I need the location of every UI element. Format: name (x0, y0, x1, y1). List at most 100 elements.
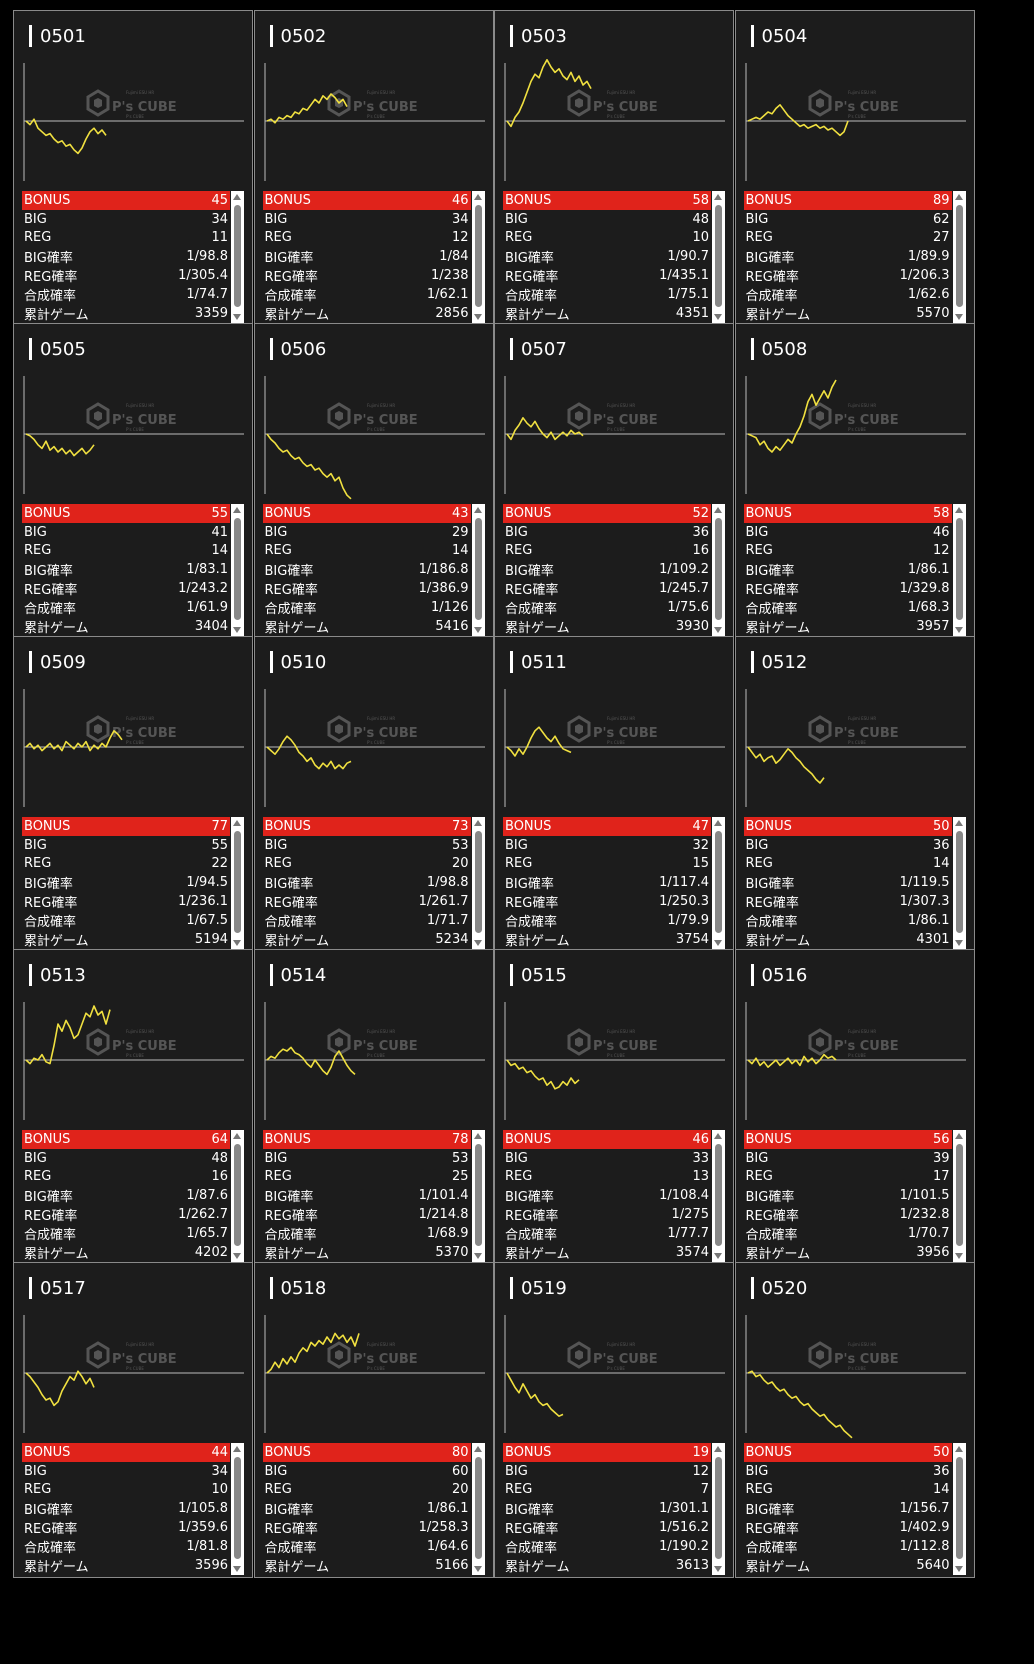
stats-scrollbar[interactable] (471, 504, 485, 636)
scroll-up-icon[interactable] (233, 820, 241, 826)
scroll-down-icon[interactable] (233, 1253, 241, 1259)
scroll-up-icon[interactable] (233, 507, 241, 513)
stats-scrollbar[interactable] (952, 1443, 966, 1575)
scroll-thumb[interactable] (234, 518, 241, 620)
machine-card[interactable]: 0503 P's CUBE Fujimi ESU HR P's CUBE BONUS 58… (494, 10, 734, 326)
scroll-thumb[interactable] (234, 1144, 241, 1246)
scroll-down-icon[interactable] (473, 940, 482, 946)
scroll-up-icon[interactable] (233, 1133, 241, 1139)
scroll-down-icon[interactable] (233, 314, 241, 320)
scroll-thumb[interactable] (234, 1457, 241, 1559)
scroll-up-icon[interactable] (714, 507, 722, 513)
scroll-up-icon[interactable] (954, 507, 963, 513)
scroll-up-icon[interactable] (473, 507, 482, 513)
machine-card[interactable]: 0505 P's CUBE Fujimi ESU HR P's CUBE BONUS 55… (13, 323, 253, 639)
scroll-up-icon[interactable] (714, 820, 722, 826)
scroll-thumb[interactable] (474, 831, 482, 933)
scroll-down-icon[interactable] (954, 1566, 963, 1572)
scroll-thumb[interactable] (474, 518, 482, 620)
scroll-thumb[interactable] (715, 831, 722, 933)
scroll-up-icon[interactable] (954, 194, 963, 200)
stats-scrollbar[interactable] (231, 1443, 244, 1575)
stats-scrollbar[interactable] (471, 1130, 485, 1262)
scroll-thumb[interactable] (715, 518, 722, 620)
stats-scrollbar[interactable] (952, 191, 966, 323)
scroll-thumb[interactable] (955, 831, 963, 933)
machine-card[interactable]: 0514 P's CUBE Fujimi ESU HR P's CUBE BONUS 78… (253, 949, 494, 1265)
stats-scrollbar[interactable] (231, 817, 244, 949)
machine-card[interactable]: 0515 P's CUBE Fujimi ESU HR P's CUBE BONUS 46… (494, 949, 734, 1265)
machine-card[interactable]: 0518 P's CUBE Fujimi ESU HR P's CUBE BONUS 80… (253, 1262, 494, 1578)
machine-card[interactable]: 0510 P's CUBE Fujimi ESU HR P's CUBE BONUS 73… (253, 636, 494, 952)
scroll-up-icon[interactable] (954, 820, 963, 826)
machine-card[interactable]: 0508 P's CUBE Fujimi ESU HR P's CUBE BONUS 58… (734, 323, 975, 639)
scroll-down-icon[interactable] (714, 1253, 722, 1259)
scroll-up-icon[interactable] (714, 1133, 722, 1139)
stats-scrollbar[interactable] (231, 504, 244, 636)
machine-card[interactable]: 0504 P's CUBE Fujimi ESU HR P's CUBE BONUS 89… (734, 10, 975, 326)
scroll-thumb[interactable] (234, 205, 241, 307)
scroll-up-icon[interactable] (954, 1133, 963, 1139)
stats-scrollbar[interactable] (952, 1130, 966, 1262)
stats-scrollbar[interactable] (471, 1443, 485, 1575)
scroll-thumb[interactable] (715, 1457, 722, 1559)
scroll-down-icon[interactable] (473, 627, 482, 633)
machine-card[interactable]: 0506 P's CUBE Fujimi ESU HR P's CUBE BONUS 43… (253, 323, 494, 639)
stats-scrollbar[interactable] (952, 504, 966, 636)
scroll-up-icon[interactable] (473, 194, 482, 200)
scroll-thumb[interactable] (955, 205, 963, 307)
scroll-thumb[interactable] (474, 1144, 482, 1246)
scroll-thumb[interactable] (955, 1144, 963, 1246)
scroll-down-icon[interactable] (233, 940, 241, 946)
scroll-thumb[interactable] (955, 1457, 963, 1559)
scroll-down-icon[interactable] (473, 1253, 482, 1259)
machine-card[interactable]: 0502 P's CUBE Fujimi ESU HR P's CUBE BONUS 46… (253, 10, 494, 326)
stats-scrollbar[interactable] (952, 817, 966, 949)
scroll-thumb[interactable] (234, 831, 241, 933)
scroll-up-icon[interactable] (714, 1446, 722, 1452)
stats-scrollbar[interactable] (231, 191, 244, 323)
scroll-up-icon[interactable] (473, 1446, 482, 1452)
machine-card[interactable]: 0511 P's CUBE Fujimi ESU HR P's CUBE BONUS 47… (494, 636, 734, 952)
scroll-down-icon[interactable] (233, 627, 241, 633)
scroll-down-icon[interactable] (233, 1566, 241, 1572)
scroll-thumb[interactable] (715, 1144, 722, 1246)
scroll-up-icon[interactable] (233, 1446, 241, 1452)
scroll-up-icon[interactable] (473, 820, 482, 826)
scroll-down-icon[interactable] (954, 627, 963, 633)
scroll-thumb[interactable] (955, 518, 963, 620)
machine-card[interactable]: 0520 P's CUBE Fujimi ESU HR P's CUBE BONUS 50… (734, 1262, 975, 1578)
stats-scrollbar[interactable] (712, 191, 725, 323)
stats-scrollbar[interactable] (712, 504, 725, 636)
machine-card[interactable]: 0509 P's CUBE Fujimi ESU HR P's CUBE BONUS 77… (13, 636, 253, 952)
machine-card[interactable]: 0512 P's CUBE Fujimi ESU HR P's CUBE BONUS 50… (734, 636, 975, 952)
scroll-thumb[interactable] (474, 1457, 482, 1559)
scroll-down-icon[interactable] (714, 940, 722, 946)
scroll-down-icon[interactable] (954, 314, 963, 320)
scroll-up-icon[interactable] (714, 194, 722, 200)
machine-card[interactable]: 0513 P's CUBE Fujimi ESU HR P's CUBE BONUS 64… (13, 949, 253, 1265)
stats-scrollbar[interactable] (471, 191, 485, 323)
scroll-up-icon[interactable] (954, 1446, 963, 1452)
scroll-down-icon[interactable] (714, 1566, 722, 1572)
stats-scrollbar[interactable] (712, 1130, 725, 1262)
scroll-thumb[interactable] (474, 205, 482, 307)
machine-card[interactable]: 0519 P's CUBE Fujimi ESU HR P's CUBE BONUS 19… (494, 1262, 734, 1578)
stats-scrollbar[interactable] (231, 1130, 244, 1262)
scroll-thumb[interactable] (715, 205, 722, 307)
scroll-up-icon[interactable] (473, 1133, 482, 1139)
stats-scrollbar[interactable] (712, 1443, 725, 1575)
stats-scrollbar[interactable] (471, 817, 485, 949)
machine-card[interactable]: 0501 P's CUBE Fujimi ESU HR P's CUBE BONUS 45… (13, 10, 253, 326)
machine-card[interactable]: 0516 P's CUBE Fujimi ESU HR P's CUBE BONUS 56… (734, 949, 975, 1265)
scroll-up-icon[interactable] (233, 194, 241, 200)
scroll-down-icon[interactable] (954, 1253, 963, 1259)
machine-card[interactable]: 0517 P's CUBE Fujimi ESU HR P's CUBE BONUS 44… (13, 1262, 253, 1578)
scroll-down-icon[interactable] (714, 314, 722, 320)
scroll-down-icon[interactable] (473, 314, 482, 320)
scroll-down-icon[interactable] (473, 1566, 482, 1572)
machine-card[interactable]: 0507 P's CUBE Fujimi ESU HR P's CUBE BONUS 52… (494, 323, 734, 639)
stats-scrollbar[interactable] (712, 817, 725, 949)
scroll-down-icon[interactable] (954, 940, 963, 946)
scroll-down-icon[interactable] (714, 627, 722, 633)
